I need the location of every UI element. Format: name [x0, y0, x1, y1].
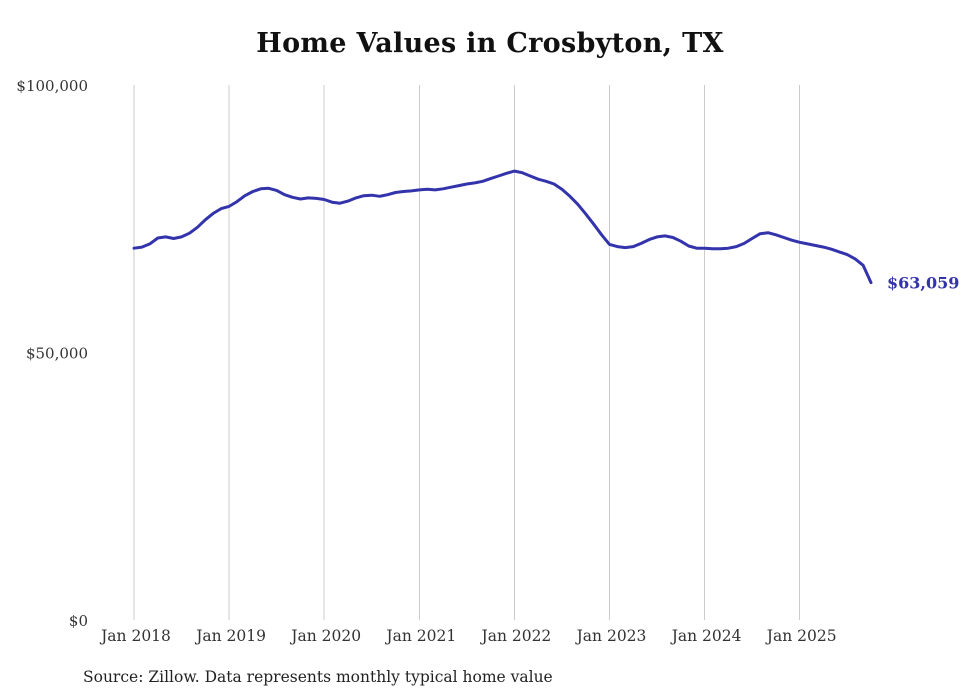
x-tick-label: Jan 2024 [670, 627, 742, 645]
home-value-line [132, 169, 873, 285]
y-tick-label: $0 [69, 612, 88, 630]
y-tick-label: $100,000 [16, 77, 88, 95]
x-tick-label: Jan 2023 [575, 627, 647, 645]
source-note: Source: Zillow. Data represents monthly … [83, 668, 553, 686]
x-tick-label: Jan 2019 [194, 627, 266, 645]
x-tick-label: Jan 2021 [384, 627, 456, 645]
x-tick-label: Jan 2018 [99, 627, 171, 645]
x-tick-label: Jan 2020 [289, 627, 361, 645]
chart-title: Home Values in Crosbyton, TX [256, 28, 724, 59]
latest-value-label: $63,059 [887, 274, 959, 293]
x-tick-label: Jan 2022 [479, 627, 551, 645]
x-tick-label: Jan 2025 [765, 627, 837, 645]
y-tick-label: $50,000 [26, 345, 88, 363]
